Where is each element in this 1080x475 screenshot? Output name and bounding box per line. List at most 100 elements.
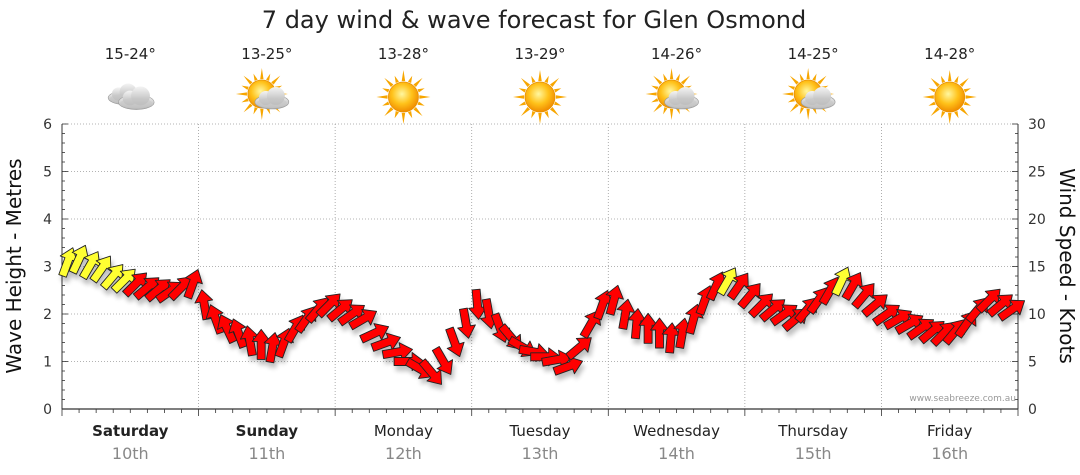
wind-arrow bbox=[638, 312, 658, 344]
wind-arrow bbox=[605, 284, 624, 316]
wind-arrow bbox=[737, 283, 761, 310]
day-date: 12th bbox=[385, 444, 422, 463]
y-tick-label-left: 4 bbox=[43, 212, 52, 228]
temperature-range: 14-25° bbox=[788, 45, 839, 63]
y-tick-label-left: 6 bbox=[43, 117, 52, 133]
y-tick-label-right: 30 bbox=[1028, 117, 1046, 133]
sun-rays bbox=[922, 70, 977, 124]
day-name: Sunday bbox=[236, 422, 299, 440]
wind-arrow bbox=[418, 358, 442, 385]
y-axis-label-left: Wave Height - Metres bbox=[2, 158, 26, 373]
wind-arrow bbox=[851, 283, 875, 310]
wind-arrow bbox=[997, 299, 1026, 322]
day-date: 13th bbox=[522, 444, 559, 463]
sun-disc bbox=[524, 81, 556, 113]
wind-arrow bbox=[381, 342, 413, 361]
wind-arrow bbox=[89, 255, 112, 284]
wind-arrow bbox=[616, 298, 636, 330]
day-name: Wednesday bbox=[633, 422, 720, 440]
day-date: 15th bbox=[795, 444, 832, 463]
wind-arrow bbox=[565, 337, 592, 361]
day-date: 16th bbox=[931, 444, 968, 463]
chart-title: 7 day wind & wave forecast for Glen Osmo… bbox=[262, 6, 806, 34]
day-name: Friday bbox=[927, 422, 973, 440]
temperature-range: 15-24° bbox=[105, 45, 156, 63]
wind-arrow bbox=[894, 313, 924, 335]
day-date: 10th bbox=[112, 444, 149, 463]
day-name: Thursday bbox=[777, 422, 848, 440]
y-tick-label-left: 2 bbox=[43, 307, 52, 323]
wind-arrow bbox=[359, 323, 390, 344]
wind-arrow bbox=[183, 269, 203, 300]
day-name: Saturday bbox=[92, 422, 169, 440]
wind-arrow bbox=[457, 307, 476, 339]
temperature-range: 14-26° bbox=[651, 45, 702, 63]
cloud bbox=[664, 87, 699, 110]
credit-text: www.seabreeze.com.au bbox=[909, 394, 1016, 404]
wind-arrow bbox=[552, 356, 584, 376]
day-labels: Saturday 10th Sunday 11th Monday 12th Tuesday 1… bbox=[92, 422, 972, 463]
day-date: 11th bbox=[248, 444, 285, 463]
temperature-range: 14-28° bbox=[924, 45, 975, 63]
wind-arrows bbox=[58, 244, 1026, 385]
wind-arrow bbox=[841, 272, 863, 301]
wind-arrow bbox=[861, 294, 888, 318]
wind-arrow bbox=[370, 332, 401, 352]
y-tick-label-right: 10 bbox=[1028, 307, 1046, 323]
wind-arrow bbox=[263, 332, 283, 364]
y-tick-label-right: 5 bbox=[1028, 355, 1037, 371]
y-tick-label-right: 20 bbox=[1028, 212, 1046, 228]
wind-arrow bbox=[251, 328, 271, 360]
sun-icon bbox=[376, 70, 431, 124]
temperature-range: 13-28° bbox=[378, 45, 429, 63]
wind-arrow bbox=[716, 267, 738, 297]
wind-arrow bbox=[79, 251, 101, 281]
weather-icons bbox=[107, 68, 977, 124]
day-name: Monday bbox=[374, 422, 433, 440]
cloud bbox=[118, 86, 155, 110]
chart-axes: 0 1 2 3 4 5 6 0 5 10 15 20 25 30 bbox=[43, 117, 1046, 418]
wind-arrow bbox=[593, 289, 613, 321]
day-date: 14th bbox=[658, 444, 695, 463]
wind-arrow bbox=[337, 304, 365, 327]
wind-arrow bbox=[58, 247, 78, 278]
y-tick-label-left: 0 bbox=[43, 402, 52, 418]
wind-arrow bbox=[726, 272, 749, 301]
wind-arrow bbox=[883, 309, 912, 331]
y-tick-label-left: 1 bbox=[43, 355, 52, 371]
wind-arrow bbox=[872, 304, 900, 327]
wind-arrow bbox=[239, 325, 259, 357]
sun-cloud-icon bbox=[782, 68, 836, 120]
y-tick-label-left: 3 bbox=[43, 260, 52, 276]
cloudy-icon bbox=[107, 83, 155, 110]
cloud bbox=[254, 87, 290, 110]
y-tick-label-right: 25 bbox=[1028, 165, 1046, 181]
sun-disc bbox=[934, 81, 966, 113]
y-axis-label-right: Wind Speed - Knots bbox=[1055, 168, 1079, 364]
wind-arrow bbox=[348, 309, 378, 331]
sun-rays bbox=[513, 70, 567, 124]
temperature-range: 13-29° bbox=[514, 45, 565, 63]
wind-arrow bbox=[468, 288, 488, 320]
sun-disc bbox=[388, 81, 419, 113]
y-tick-label-right: 15 bbox=[1028, 260, 1046, 276]
daily-temperatures: 15-24° 13-25° 13-28° 13-29° 14-26° 14-25° 14-2… bbox=[105, 45, 976, 63]
day-name: Tuesday bbox=[508, 422, 570, 440]
sun-cloud-icon bbox=[235, 68, 290, 120]
wind-arrow bbox=[627, 308, 647, 340]
sun-cloud-icon bbox=[645, 68, 699, 120]
sun-icon bbox=[922, 70, 977, 124]
y-tick-label-left: 5 bbox=[43, 165, 52, 181]
wind-arrow bbox=[68, 244, 89, 275]
sun-icon bbox=[513, 70, 567, 124]
wind-arrow bbox=[650, 317, 669, 349]
wind-arrow bbox=[831, 266, 852, 297]
wind-arrow bbox=[431, 346, 454, 375]
temperature-range: 13-25° bbox=[241, 45, 292, 63]
cloud bbox=[800, 87, 836, 110]
y-tick-label-right: 0 bbox=[1028, 402, 1037, 418]
wind-arrow bbox=[445, 326, 465, 358]
chart-grid bbox=[62, 123, 1018, 409]
sun-rays bbox=[376, 70, 431, 124]
